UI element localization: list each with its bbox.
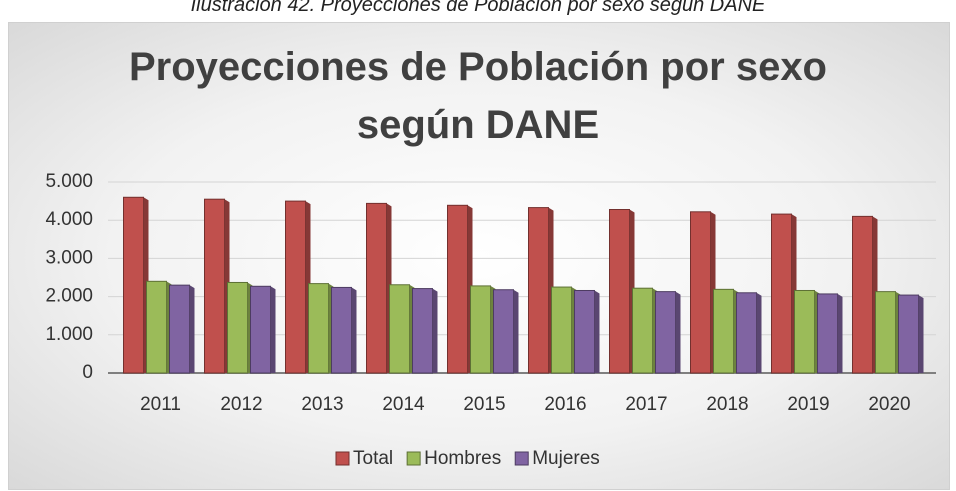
bar (817, 293, 838, 374)
bar (898, 294, 919, 374)
bar (447, 204, 468, 374)
y-tick-label: 0 (82, 362, 93, 383)
bar (852, 215, 873, 374)
legend-swatch (406, 451, 421, 466)
bar-side (189, 285, 195, 373)
bar (285, 200, 306, 374)
bar (794, 289, 815, 374)
bar-side (918, 295, 924, 373)
x-tick-label: 2017 (625, 394, 667, 415)
x-tick-label: 2019 (787, 394, 829, 415)
x-tick-label: 2013 (301, 394, 343, 415)
bar-side (432, 288, 438, 373)
y-tick-label: 1.000 (45, 324, 93, 345)
bar-side (756, 292, 762, 373)
x-tick-label: 2015 (463, 394, 505, 415)
bar-side (351, 287, 357, 373)
chart-title: Proyecciones de Población por sexo según… (128, 45, 827, 147)
bar (875, 291, 896, 374)
bar (169, 284, 190, 374)
legend-swatch (335, 451, 350, 466)
bar-side (675, 291, 681, 373)
bar (713, 288, 734, 374)
bar (690, 211, 711, 374)
bar (331, 286, 352, 374)
bar (736, 292, 757, 374)
y-tick-label: 3.000 (45, 247, 93, 268)
x-tick-label: 2011 (140, 394, 181, 415)
bar (250, 285, 271, 374)
x-tick-label: 2018 (706, 394, 748, 415)
x-tick-label: 2016 (544, 394, 586, 415)
bar-side (594, 290, 600, 373)
y-tick-label: 2.000 (45, 286, 93, 307)
bar (123, 196, 144, 374)
legend-label: Hombres (424, 448, 501, 469)
x-tick-label: 2014 (382, 394, 425, 415)
x-tick-label: 2020 (868, 394, 910, 415)
legend-swatch (514, 451, 529, 466)
bar (609, 209, 630, 374)
bar (493, 289, 514, 374)
bar (389, 284, 410, 374)
bar-side (837, 293, 843, 373)
bar (412, 288, 433, 374)
bar (470, 285, 491, 374)
bar-side (270, 286, 276, 373)
bar (632, 287, 653, 374)
bar (574, 289, 595, 374)
bar (146, 280, 167, 374)
bar (227, 281, 248, 374)
bar (551, 286, 572, 374)
bar (528, 207, 549, 374)
legend-label: Mujeres (532, 448, 600, 469)
y-tick-label: 4.000 (45, 209, 93, 230)
y-tick-label: 5.000 (45, 171, 93, 192)
bar (308, 283, 329, 374)
bar (366, 202, 387, 374)
bar (655, 291, 676, 374)
legend-label: Total (353, 448, 393, 469)
bar (771, 213, 792, 374)
caption: Ilustración 42. Proyecciones de Població… (190, 0, 766, 16)
bar-side (513, 289, 519, 373)
x-tick-label: 2012 (220, 394, 262, 415)
bar (204, 198, 225, 374)
